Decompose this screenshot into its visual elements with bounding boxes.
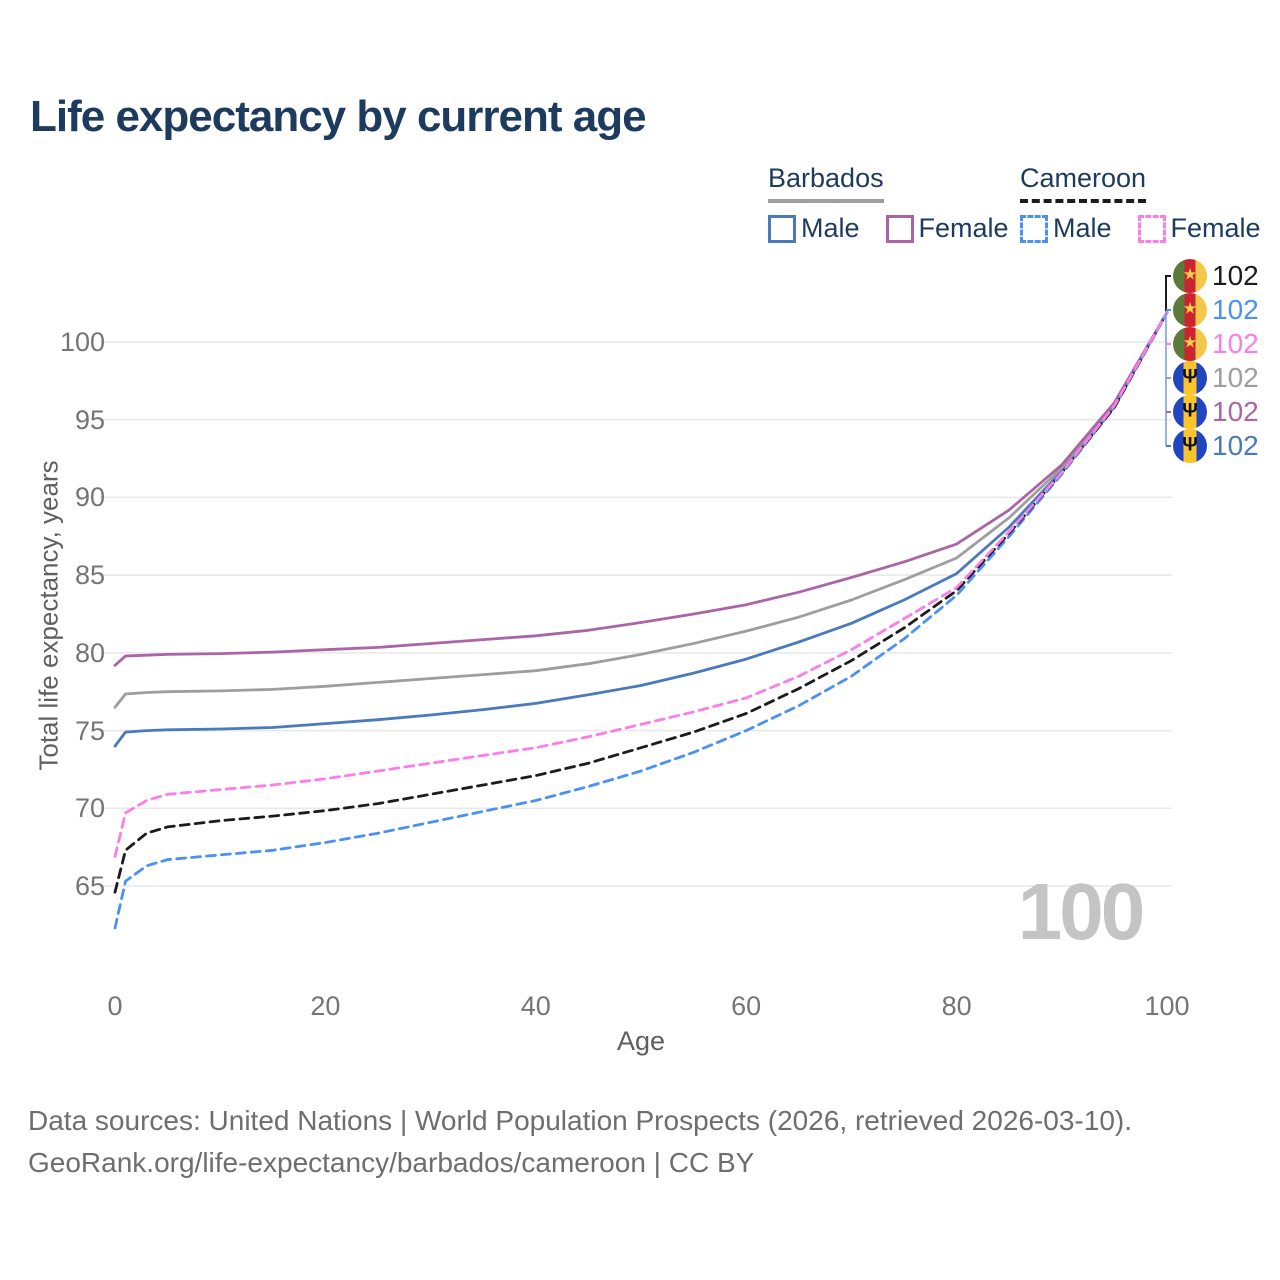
cameroon-flag-icon: ★ [1173, 293, 1207, 327]
legend-label: Male [801, 213, 860, 243]
end-label-barbados-female: Ψ 102 [1173, 395, 1259, 429]
legend-item-cameroon-female[interactable]: Female [1137, 213, 1261, 244]
series-line-barbados-male[interactable] [113, 311, 1169, 748]
x-tick-label: 60 [731, 991, 762, 1021]
series-line-cameroon-female[interactable] [113, 311, 1169, 858]
cameroon-male-swatch-icon [1020, 214, 1048, 243]
x-tick-label: 100 [1144, 991, 1190, 1021]
end-label-connector [1165, 275, 1171, 311]
y-tick-label: 70 [74, 793, 105, 824]
legend-label: Male [1053, 213, 1112, 243]
series-line-barbados-female[interactable] [113, 311, 1169, 667]
x-tick-label: 20 [310, 991, 341, 1021]
legend-group-cameroon: Cameroon Male Female [1020, 163, 1261, 244]
legend-label: Female [1170, 213, 1261, 243]
cameroon-female-swatch-icon [1137, 214, 1166, 243]
end-label-value: 102 [1212, 328, 1259, 359]
x-tick-label: 40 [520, 991, 551, 1021]
series-line-cameroon-male[interactable] [113, 311, 1169, 930]
cameroon-flag-icon: ★ [1173, 327, 1207, 361]
footer-line-1: Data sources: United Nations | World Pop… [28, 1105, 1133, 1136]
legend-group-barbados: Barbados Male Female [768, 163, 1009, 244]
end-label-cameroon-female: ★ 102 [1173, 327, 1259, 361]
y-tick-label: 75 [74, 715, 105, 746]
end-label-barbados-male: Ψ 102 [1173, 429, 1259, 463]
y-tick-label: 85 [74, 560, 105, 591]
y-tick-label: 95 [74, 404, 105, 435]
end-label-value: 102 [1212, 396, 1259, 427]
legend-header-cameroon: Cameroon [1020, 163, 1147, 203]
barbados-male-swatch-icon [768, 214, 796, 243]
end-label-barbados: Ψ 102 [1173, 361, 1259, 395]
end-label-cameroon: ★ 102 [1173, 259, 1259, 293]
barbados-flag-glyph-icon: Ψ [1182, 400, 1198, 422]
cameroon-flag-glyph-icon: ★ [1182, 334, 1198, 352]
end-label-value: 102 [1212, 294, 1259, 325]
legend-header-barbados: Barbados [768, 163, 884, 203]
page-title: Life expectancy by current age [30, 92, 647, 141]
barbados-flag-glyph-icon: Ψ [1182, 366, 1198, 388]
end-label-cameroon-male: ★ 102 [1173, 293, 1259, 327]
legend-item-cameroon-male[interactable]: Male [1020, 213, 1112, 244]
cameroon-flag-icon: ★ [1173, 259, 1207, 293]
legend-label: Female [918, 213, 1009, 243]
cameroon-flag-glyph-icon: ★ [1182, 300, 1198, 318]
footer-line-2: GeoRank.org/life-expectancy/barbados/cam… [28, 1147, 755, 1178]
y-axis-title: Total life expectancy, years [33, 460, 64, 771]
cameroon-flag-glyph-icon: ★ [1182, 266, 1198, 284]
barbados-flag-icon: Ψ [1173, 361, 1207, 395]
y-tick-label: 80 [74, 637, 105, 668]
end-label-value: 102 [1212, 430, 1259, 461]
x-tick-label: 80 [941, 991, 972, 1021]
y-tick-label: 65 [74, 871, 105, 901]
barbados-flag-glyph-icon: Ψ [1182, 434, 1198, 456]
legend-item-barbados-male[interactable]: Male [768, 213, 860, 244]
y-tick-label: 100 [59, 326, 105, 357]
x-tick-label: 0 [107, 991, 123, 1021]
barbados-flag-icon: Ψ [1173, 429, 1207, 463]
legend-item-barbados-female[interactable]: Female [885, 213, 1009, 244]
end-label-value: 102 [1212, 362, 1259, 393]
x-axis-title: Age [616, 1026, 666, 1056]
y-tick-label: 90 [74, 482, 105, 513]
series-line-cameroon-all[interactable] [113, 311, 1169, 894]
series-line-barbados-all[interactable] [113, 311, 1169, 709]
barbados-flag-icon: Ψ [1173, 395, 1207, 429]
end-label-value: 102 [1212, 260, 1259, 291]
barbados-female-swatch-icon [885, 214, 914, 243]
hovered-age-watermark: 100 [1017, 867, 1145, 956]
